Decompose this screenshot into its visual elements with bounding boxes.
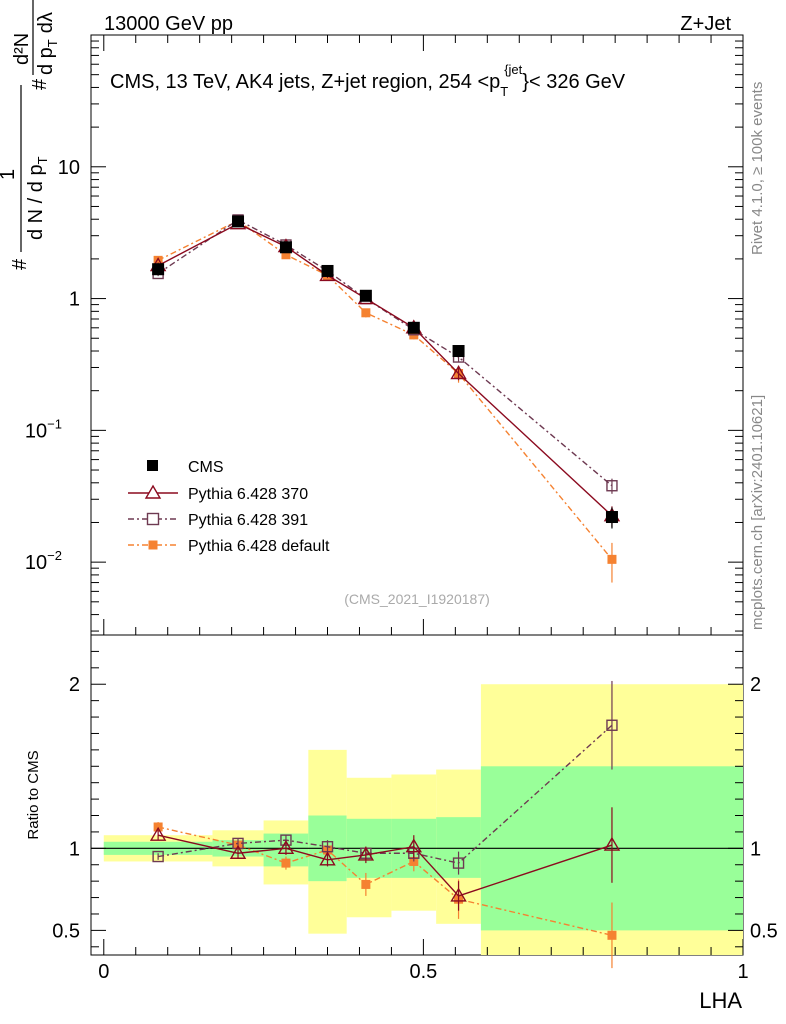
p391-point bbox=[606, 719, 618, 731]
pdef-point bbox=[281, 250, 291, 260]
x-tick-label: 0 bbox=[98, 961, 109, 983]
rivet-label: Rivet 4.1.0, ≥ 100k events bbox=[749, 82, 766, 255]
plot-title: CMS, 13 TeV, AK4 jets, Z+jet region, 254… bbox=[110, 62, 626, 99]
ratio-series bbox=[149, 680, 621, 969]
svg-text:CMS: CMS bbox=[188, 459, 224, 476]
series-line bbox=[157, 219, 613, 560]
series-line bbox=[157, 222, 613, 517]
pdef-point bbox=[607, 554, 617, 564]
legend-pdef: Pythia 6.428 default bbox=[128, 538, 330, 555]
cms-point bbox=[232, 215, 245, 228]
p370-point bbox=[450, 887, 467, 902]
cms-point bbox=[279, 241, 292, 254]
p370-point bbox=[229, 844, 247, 859]
p370-point bbox=[450, 365, 467, 380]
cms-point bbox=[321, 264, 334, 277]
main-y-tick-exp: −1 bbox=[47, 416, 62, 431]
ratio-line bbox=[157, 834, 613, 897]
pdef-point bbox=[607, 930, 617, 940]
p370-point bbox=[405, 838, 423, 853]
svg-text:#: # bbox=[29, 78, 51, 90]
mcplots-label: mcplots.cern.ch [arXiv:2401.10621] bbox=[749, 395, 766, 630]
svg-text:Pythia 6.428 370: Pythia 6.428 370 bbox=[188, 486, 308, 503]
pdef-point bbox=[361, 879, 371, 889]
ratio-bands bbox=[91, 684, 743, 955]
main-y-tick-label: 10−2 bbox=[25, 548, 62, 574]
ratio-y-tick-label-right: 1 bbox=[750, 838, 761, 860]
cms-point bbox=[452, 345, 465, 358]
legend-p391: Pythia 6.428 391 bbox=[128, 512, 308, 529]
main-y-label: # 1 d N / d pT # d²N d pTdλ bbox=[0, 0, 60, 270]
ratio-y-tick-label-right: 0.5 bbox=[750, 920, 778, 942]
p370-point bbox=[319, 851, 336, 866]
svg-text:#: # bbox=[9, 258, 31, 270]
svg-text:Pythia 6.428 default: Pythia 6.428 default bbox=[188, 538, 330, 555]
ratio-y-tick-label: 1 bbox=[69, 838, 80, 860]
pdef-point bbox=[153, 255, 163, 265]
series-line bbox=[157, 219, 613, 487]
ratio-y-tick-label: 0.5 bbox=[52, 920, 80, 942]
main-y-tick-exp: −2 bbox=[47, 548, 62, 563]
main-y-tick-label: 1 bbox=[69, 289, 80, 311]
ratio-series-pythia-6-428-370 bbox=[149, 807, 621, 911]
main-y-tick-label: 10−1 bbox=[25, 416, 62, 442]
p391-point bbox=[606, 480, 618, 492]
p370-point bbox=[357, 846, 375, 861]
analysis-id: (CMS_2021_I1920187) bbox=[344, 591, 490, 607]
ratio-y-tick-label-right: 2 bbox=[750, 674, 761, 696]
svg-text:d pTdλ: d pTdλ bbox=[35, 12, 60, 75]
p370-point bbox=[603, 836, 621, 851]
svg-text:1: 1 bbox=[0, 169, 19, 180]
series-pythia-6-428-391 bbox=[152, 214, 618, 494]
legend-cms: CMS bbox=[147, 459, 224, 476]
p370-point bbox=[149, 826, 167, 841]
cms-point bbox=[359, 289, 372, 302]
p370-point bbox=[277, 839, 295, 855]
x-tick-label: 0.5 bbox=[409, 961, 437, 983]
pdef-point bbox=[361, 308, 371, 318]
main-series bbox=[149, 214, 621, 583]
svg-text:Pythia 6.428 391: Pythia 6.428 391 bbox=[188, 512, 308, 529]
p391-point bbox=[152, 850, 164, 863]
pdef-point bbox=[281, 858, 291, 868]
header-left: 13000 GeV pp bbox=[104, 13, 233, 35]
cms-point bbox=[407, 321, 420, 334]
main-axes: 10 1 10−1 10−2 bbox=[25, 35, 744, 635]
legend: CMS Pythia 6.428 370 Pythia 6.428 391 Py… bbox=[128, 459, 330, 555]
ratio-y-tick-label: 2 bbox=[69, 674, 80, 696]
x-tick-label: 1 bbox=[737, 961, 748, 983]
svg-text:d²N: d²N bbox=[11, 33, 33, 65]
ratio-axes: 2 21 10.5 0.50 0.5 1 bbox=[52, 650, 778, 983]
p391-point bbox=[452, 857, 465, 869]
cms-point bbox=[605, 511, 618, 524]
ratio-line bbox=[158, 724, 613, 864]
legend-p370: Pythia 6.428 370 bbox=[128, 484, 308, 503]
cms-point bbox=[152, 263, 165, 276]
ratio-y-label: Ratio to CMS bbox=[25, 750, 42, 839]
header-right: Z+Jet bbox=[680, 13, 731, 35]
series-pythia-6-428-370 bbox=[149, 215, 621, 527]
series-cms bbox=[152, 215, 618, 529]
x-axis-label: LHA bbox=[699, 988, 742, 1013]
main-y-tick-label: 10 bbox=[58, 157, 80, 179]
svg-text:d N / d pT: d N / d pT bbox=[25, 156, 50, 240]
